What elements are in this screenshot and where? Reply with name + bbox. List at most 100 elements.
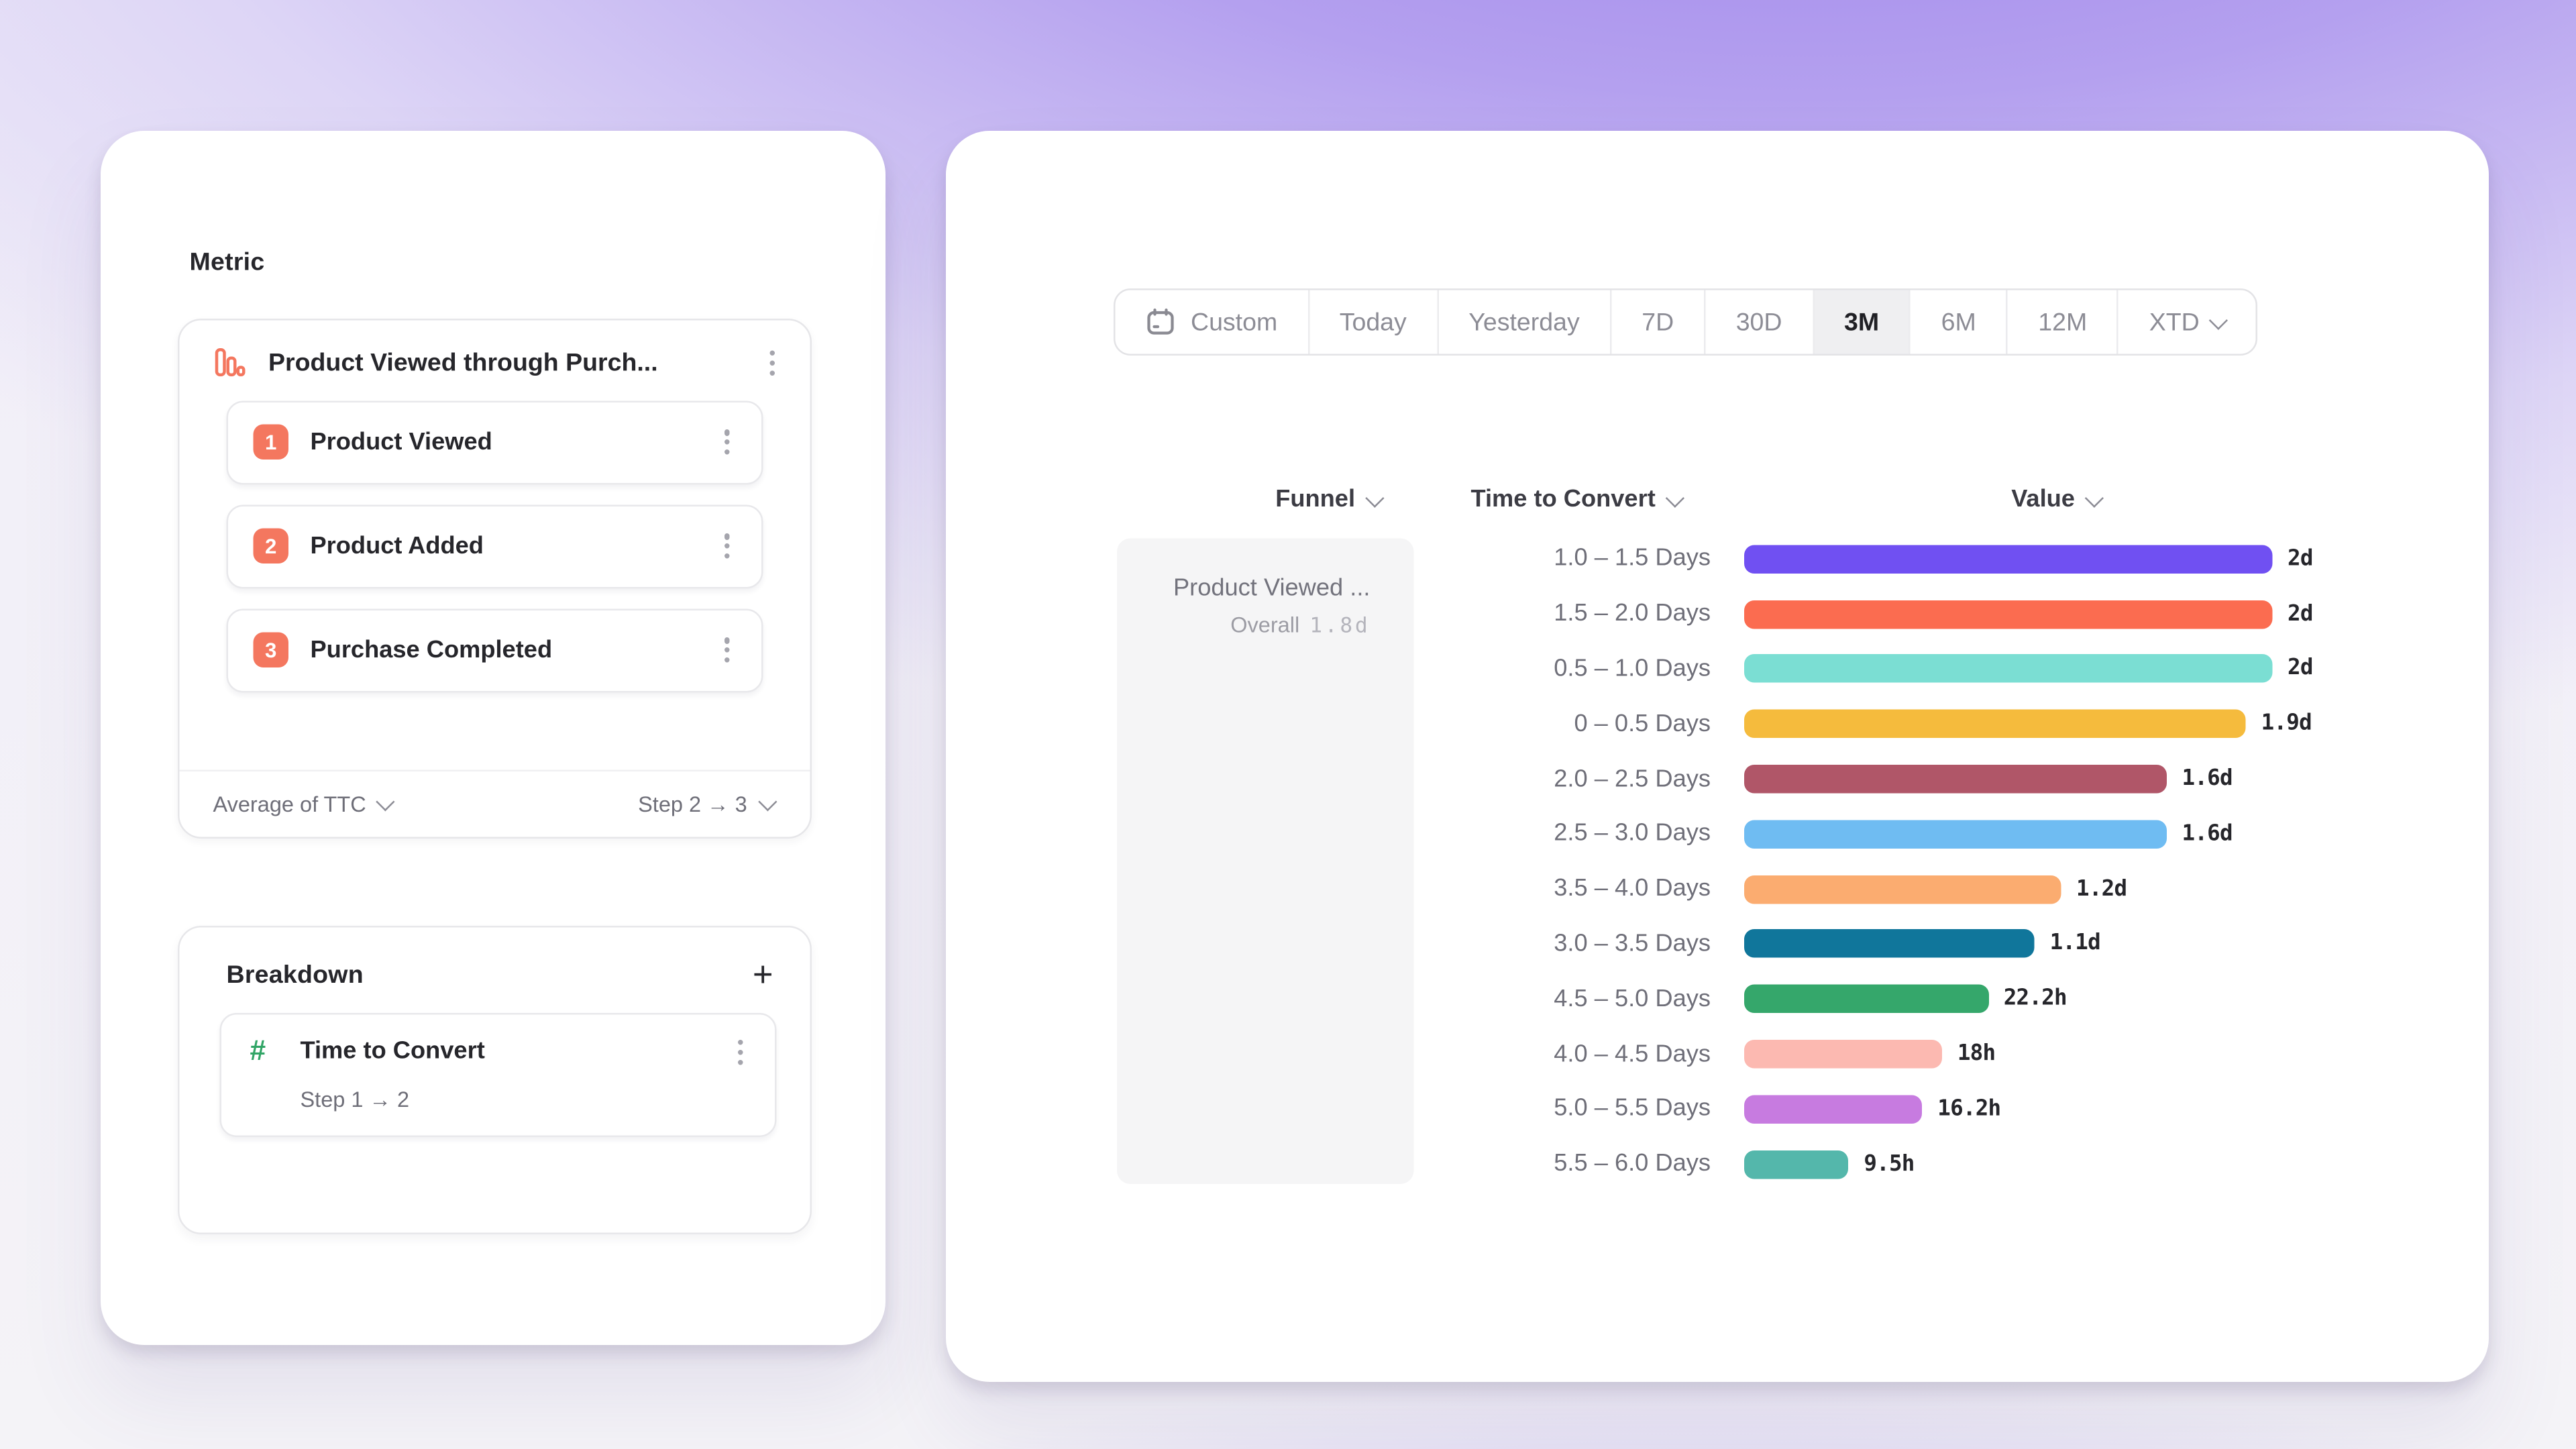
chart-row: 3.5 – 4.0 Days 1.2d	[1325, 861, 2313, 916]
chevron-down-icon	[1666, 488, 1684, 506]
step-label: Product Viewed	[310, 429, 492, 456]
step-label: Purchase Completed	[310, 637, 553, 664]
metric-name: Product Viewed through Purch...	[268, 348, 658, 378]
row-value: 9.5h	[1864, 1151, 1915, 1177]
column-header-funnel[interactable]: Funnel	[1258, 486, 1399, 513]
funnel-step-3[interactable]: 3 Purchase Completed	[226, 608, 763, 692]
value-bar[interactable]	[1744, 985, 1989, 1014]
metric-header[interactable]: Product Viewed through Purch...	[180, 321, 810, 397]
breakdown-card: Breakdown + # Time to Convert Step 1 → 2	[178, 926, 812, 1234]
metric-kebab-menu[interactable]	[761, 345, 784, 380]
date-range-label: Yesterday	[1468, 307, 1580, 337]
row-value: 2d	[2288, 601, 2313, 627]
bar-chart: 1.0 – 1.5 Days 2d 1.5 – 2.0 Days 2d 0.5 – 1.…	[1325, 532, 2313, 1192]
aggregation-label: Average of TTC	[213, 792, 366, 817]
row-value: 2d	[2288, 546, 2313, 572]
funnel-cell[interactable]: Product Viewed ... Overall 1.8d	[1117, 538, 1414, 1184]
row-label: 0 – 0.5 Days	[1574, 710, 1711, 738]
funnel-header-label: Funnel	[1275, 486, 1356, 513]
value-bar[interactable]	[1744, 1095, 1923, 1124]
step-number-badge: 2	[253, 529, 288, 564]
date-range-label: Custom	[1191, 307, 1278, 337]
date-range-label: 6M	[1941, 307, 1976, 337]
date-range-label: 3M	[1844, 307, 1880, 337]
row-value: 1.9d	[2261, 711, 2312, 737]
row-label: 1.0 – 1.5 Days	[1554, 545, 1711, 573]
ttc-header-label: Time to Convert	[1470, 486, 1656, 513]
row-value: 1.6d	[2182, 766, 2233, 792]
breakdown-kebab-menu[interactable]	[729, 1035, 751, 1070]
date-range-label: 12M	[2038, 307, 2088, 337]
funnel-cell-name: Product Viewed ...	[1173, 575, 1371, 602]
step-number-badge: 1	[253, 425, 288, 460]
value-bar[interactable]	[1744, 1040, 1943, 1069]
funnel-bars-icon	[215, 348, 246, 377]
step-range-dropdown[interactable]: Step 2 → 3	[638, 792, 776, 817]
breakdown-item[interactable]: # Time to Convert Step 1 → 2	[219, 1013, 777, 1137]
breakdown-item-steps: Step 1 → 2	[300, 1086, 410, 1112]
chart-row: 5.0 – 5.5 Days 16.2h	[1325, 1081, 2313, 1136]
step-kebab-menu[interactable]	[716, 529, 738, 564]
date-range-toolbar: Custom Today Yesterday 7D 30D 3M 6M 12M XTD	[1114, 288, 2257, 356]
date-range-yesterday[interactable]: Yesterday	[1438, 290, 1612, 354]
funnel-step-1[interactable]: 1 Product Viewed	[226, 400, 763, 484]
date-range-label: 30D	[1735, 307, 1782, 337]
hash-icon: #	[250, 1035, 266, 1067]
report-panel: Custom Today Yesterday 7D 30D 3M 6M 12M XTD Funn…	[946, 131, 2489, 1382]
value-bar[interactable]	[1744, 820, 2167, 849]
value-bar[interactable]	[1744, 1150, 1849, 1179]
date-range-custom[interactable]: Custom	[1116, 290, 1309, 354]
breakdown-item-label: Time to Convert	[300, 1038, 485, 1066]
chart-row: 3.0 – 3.5 Days 1.1d	[1325, 916, 2313, 971]
value-bar[interactable]	[1744, 545, 2273, 574]
date-range-today[interactable]: Today	[1309, 290, 1439, 354]
value-bar[interactable]	[1744, 600, 2273, 629]
step-kebab-menu[interactable]	[716, 425, 738, 460]
date-range-6m[interactable]: 6M	[1911, 290, 2008, 354]
breakdown-section-title: Breakdown	[226, 961, 364, 990]
row-value: 2d	[2288, 656, 2313, 682]
column-header-time-to-convert[interactable]: Time to Convert	[1470, 486, 1684, 513]
row-label: 4.5 – 5.0 Days	[1554, 985, 1711, 1013]
value-header-label: Value	[2011, 486, 2075, 513]
funnel-step-2[interactable]: 2 Product Added	[226, 504, 763, 588]
row-value: 1.2d	[2076, 876, 2127, 902]
row-value: 1.1d	[2049, 931, 2101, 957]
value-bar[interactable]	[1744, 930, 2035, 959]
value-bar[interactable]	[1744, 765, 2167, 794]
chevron-down-icon	[757, 792, 776, 811]
chevron-down-icon	[376, 792, 395, 811]
row-value: 22.2h	[2003, 986, 2068, 1012]
step-range-label: Step 2 → 3	[638, 792, 747, 817]
chevron-down-icon	[2210, 310, 2229, 329]
overall-value: 1.8d	[1309, 612, 1371, 638]
date-range-xtd[interactable]: XTD	[2119, 290, 2256, 354]
aggregation-dropdown[interactable]: Average of TTC	[213, 792, 395, 817]
date-range-3m[interactable]: 3M	[1814, 290, 1911, 354]
row-value: 1.6d	[2182, 821, 2233, 847]
step-kebab-menu[interactable]	[716, 633, 738, 667]
value-bar[interactable]	[1744, 710, 2247, 739]
add-breakdown-button[interactable]: +	[752, 955, 773, 994]
row-label: 2.5 – 3.0 Days	[1554, 820, 1711, 848]
date-range-12m[interactable]: 12M	[2008, 290, 2119, 354]
chart-row: 5.5 – 6.0 Days 9.5h	[1325, 1136, 2313, 1191]
step-number-badge: 3	[253, 633, 288, 668]
chart-row: 0 – 0.5 Days 1.9d	[1325, 696, 2313, 751]
value-bar[interactable]	[1744, 875, 2061, 904]
row-label: 3.0 – 3.5 Days	[1554, 930, 1711, 958]
chart-row: 0.5 – 1.0 Days 2d	[1325, 641, 2313, 696]
calendar-icon	[1146, 307, 1176, 337]
row-label: 2.0 – 2.5 Days	[1554, 765, 1711, 793]
chevron-down-icon	[1366, 488, 1384, 506]
date-range-7d[interactable]: 7D	[1611, 290, 1706, 354]
chart-row: 4.5 – 5.0 Days 22.2h	[1325, 971, 2313, 1026]
date-range-label: Today	[1339, 307, 1407, 337]
date-range-30d[interactable]: 30D	[1706, 290, 1815, 354]
funnel-steps-list: 1 Product Viewed 2 Product Added 3 Purchase C…	[180, 397, 810, 712]
chart-row: 1.5 – 2.0 Days 2d	[1325, 586, 2313, 641]
column-header-value[interactable]: Value	[1986, 486, 2127, 513]
chart-row: 4.0 – 4.5 Days 18h	[1325, 1026, 2313, 1081]
value-bar[interactable]	[1744, 655, 2273, 684]
